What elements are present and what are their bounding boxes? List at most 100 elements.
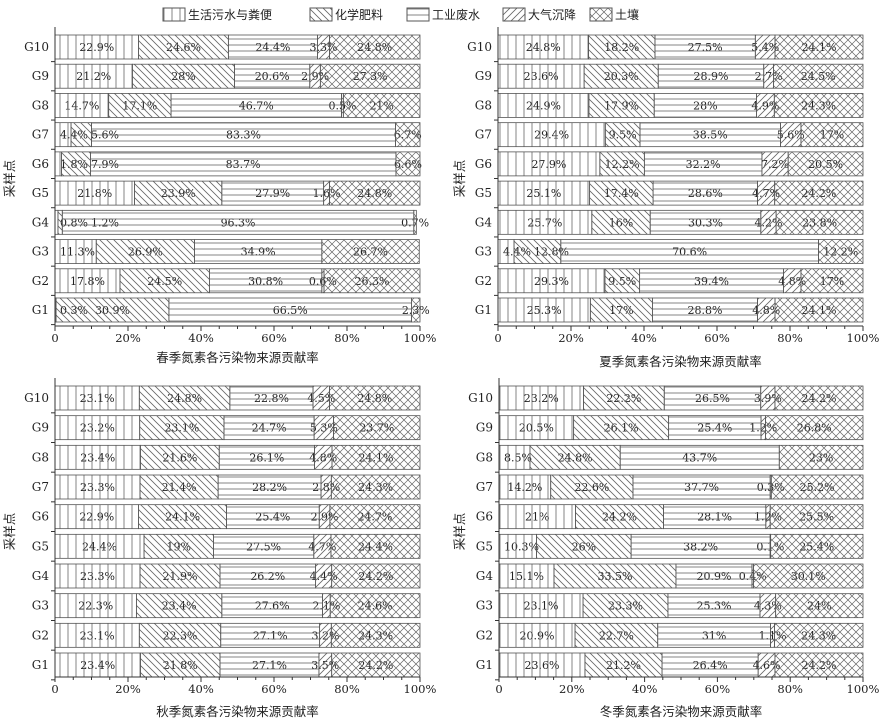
bar-segment (756, 93, 775, 118)
bar-segment (661, 652, 759, 678)
bar-segment (668, 415, 762, 441)
category-label: G2 (475, 274, 492, 288)
bar-segment (54, 385, 140, 411)
chart-title: 冬季氮素各污染物来源贡献率 (600, 704, 763, 719)
legend-swatch-1 (309, 7, 333, 22)
bar-segment (318, 652, 333, 678)
bar-segment (221, 180, 325, 206)
bar-segment (753, 563, 864, 589)
category-label: G3 (32, 245, 49, 259)
bar-segment (675, 563, 753, 589)
bar-segment (653, 93, 757, 118)
bar-segment (498, 444, 531, 470)
category-label: G5 (32, 186, 49, 200)
legend-swatch-0 (162, 7, 186, 22)
legend-swatch-4 (589, 7, 613, 22)
category-label: G7 (475, 128, 492, 142)
bar-segment (54, 563, 141, 589)
bar-segment (553, 563, 677, 589)
x-tick-label: 20% (115, 682, 141, 696)
category-label: G5 (475, 186, 492, 200)
bar-segment (754, 34, 776, 60)
x-tick-label: 80% (334, 331, 360, 345)
bar-segment (312, 385, 330, 411)
y-axis-label: 采样点 (452, 160, 467, 198)
bar-segment (649, 209, 762, 235)
bar-segment (787, 151, 864, 177)
category-label: G4 (32, 215, 50, 229)
chart-panel-3: 23.6%21.2%26.4%4.6%24.2%20.9%22.7%31%1.1… (452, 378, 880, 719)
y-axis-label: 采样点 (2, 160, 17, 198)
bar-segment (140, 444, 220, 470)
bar-segment (220, 622, 321, 648)
bar-segment (331, 563, 421, 589)
bar-segment (95, 239, 195, 264)
bar-segment (108, 93, 172, 118)
bar-segment (208, 268, 323, 294)
category-label: G10 (468, 391, 493, 405)
bar-segment (770, 533, 864, 559)
legend-label-3: 大气沉降 (528, 7, 576, 22)
bar-segment (498, 415, 575, 441)
bar-segment (134, 180, 223, 206)
bar-segment (498, 622, 576, 648)
bar-segment (575, 504, 664, 530)
bar-segment (774, 385, 864, 411)
bar-segment (770, 622, 775, 648)
category-label: G1 (32, 303, 49, 317)
bar-segment (498, 563, 555, 589)
bar-segment (223, 415, 315, 441)
bar-segment (583, 385, 665, 411)
bar-segment (657, 63, 765, 89)
bar-segment (395, 151, 421, 177)
bar-segment (330, 533, 421, 559)
x-tick-label: 0 (51, 682, 58, 696)
bar-segment (213, 533, 315, 559)
category-label: G10 (467, 40, 492, 54)
bar-segment (54, 63, 133, 89)
bar-segment (582, 593, 669, 619)
bar-segment (632, 474, 771, 500)
bar-segment (413, 209, 417, 235)
x-tick-label: 60% (261, 331, 287, 345)
bar-segment (329, 504, 421, 530)
legend-label-4: 土壤 (615, 7, 639, 22)
bar-segment (765, 415, 864, 441)
bar-segment (318, 504, 331, 530)
bar-segment (497, 63, 585, 89)
bar-segment (663, 504, 767, 530)
bar-segment (139, 474, 219, 500)
bar-segment (643, 151, 763, 177)
bar-segment (331, 444, 421, 470)
bar-segment (90, 151, 397, 177)
bar-segment (765, 504, 771, 530)
bar-segment (218, 444, 315, 470)
bar-segment (599, 151, 645, 177)
x-tick-label: 60% (704, 331, 730, 345)
bar-segment (91, 122, 396, 148)
bar-segment (333, 415, 421, 441)
bar-segment (763, 63, 774, 89)
bar-segment (329, 385, 421, 411)
bar-segment (54, 122, 72, 148)
bar-segment (227, 34, 318, 60)
bar-segment (774, 622, 864, 648)
bar-segment (774, 297, 864, 323)
bar-segment (395, 122, 421, 148)
bar-segment (143, 533, 214, 559)
bar-segment (498, 652, 586, 678)
bar-segment (800, 268, 864, 294)
bar-segment (219, 652, 320, 678)
category-label: G1 (475, 303, 492, 317)
bar-segment (757, 652, 776, 678)
bar-segment (70, 122, 92, 148)
x-tick-label: 60% (261, 682, 287, 696)
category-label: G2 (32, 274, 49, 288)
bar-segment (619, 444, 780, 470)
x-tick-label: 20% (115, 331, 141, 345)
bar-segment (411, 297, 421, 323)
bar-segment (498, 385, 584, 411)
bar-segment (54, 533, 145, 559)
bar-segment (651, 297, 758, 323)
chart-title: 春季氮素各污染物来源贡献率 (156, 350, 319, 365)
